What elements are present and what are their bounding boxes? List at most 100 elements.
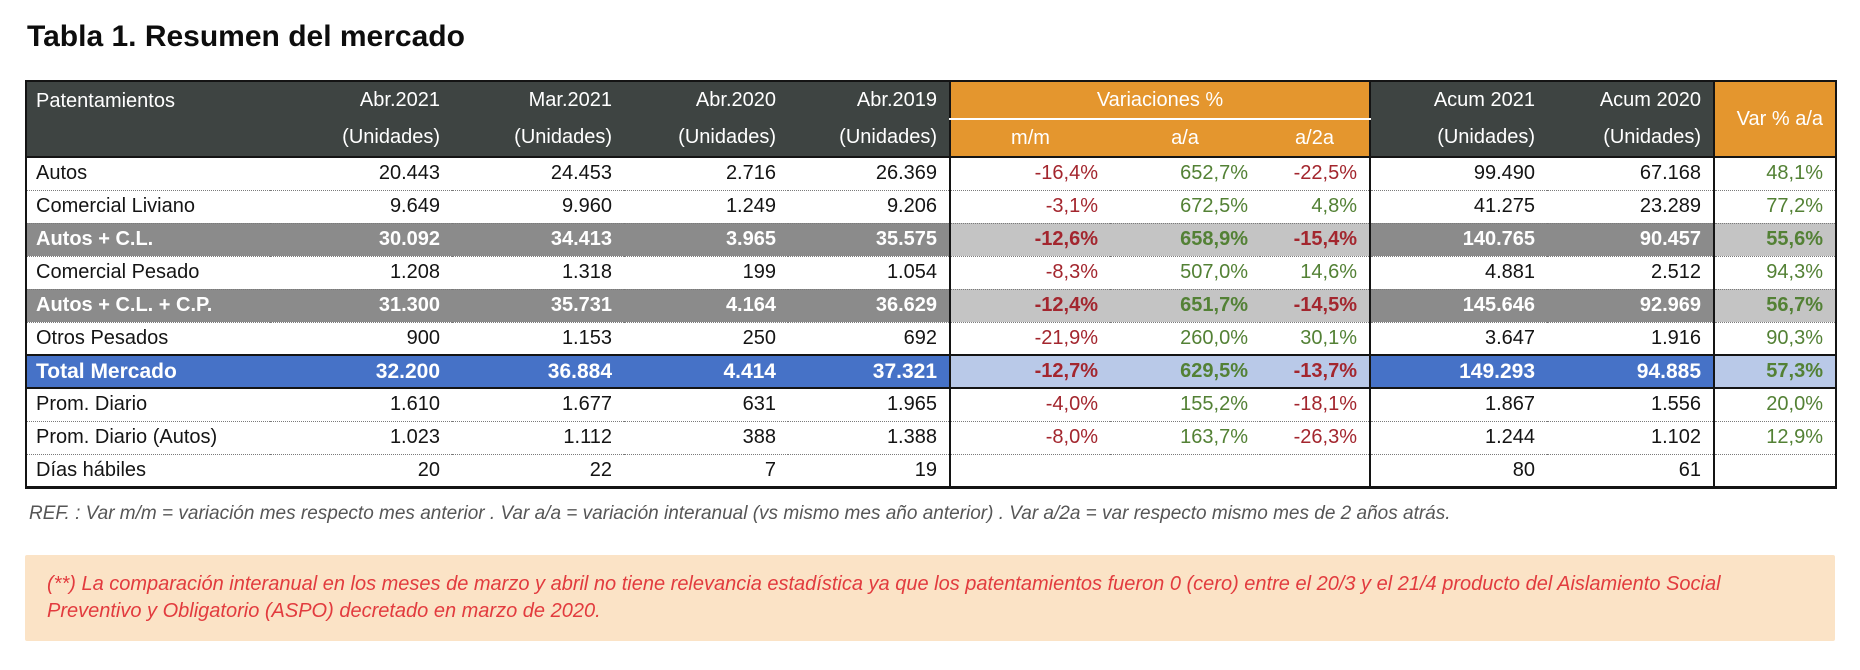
table-row: Prom. Diario (Autos) 1.023 1.112 388 1.388 -8… — [26, 421, 1837, 454]
warning-note-text: (**) La comparación interanual en los me… — [47, 572, 1721, 622]
cell-units: 199 — [624, 256, 788, 289]
header-acum-unit: (Unidades) — [1437, 126, 1536, 148]
cell-variation: 658,9% — [1110, 223, 1260, 256]
cell-variation: 163,7% — [1110, 421, 1260, 454]
cell-variation: 155,2% — [1110, 388, 1260, 421]
cell-variation — [1260, 454, 1371, 487]
cell-units: 37.321 — [788, 355, 950, 388]
cell-variation: 507,0% — [1110, 256, 1260, 289]
page-title: Tabla 1. Resumen del mercado — [27, 20, 465, 53]
row-label: Total Mercado — [26, 355, 270, 388]
table-body: Autos 20.443 24.453 2.716 26.369 -16,4% 652,7%… — [26, 157, 1837, 487]
row-label: Comercial Pesado — [26, 256, 270, 289]
cell-variation: 629,5% — [1110, 355, 1260, 388]
header-acum-name: Acum 2020 — [1599, 89, 1702, 111]
header-month-name: Abr.2020 — [695, 89, 776, 111]
cell-units: 9.960 — [452, 190, 624, 223]
cell-var-aa: 12,9% — [1713, 421, 1837, 454]
cell-var-aa: 56,7% — [1713, 289, 1837, 322]
table-row: Otros Pesados 900 1.153 250 692 -21,9% 260,0% 3… — [26, 322, 1837, 355]
header-month-unit: (Unidades) — [839, 126, 937, 148]
cell-units: 1.388 — [788, 421, 950, 454]
cell-units: 2.716 — [624, 157, 788, 190]
cell-acum: 94.885 — [1547, 355, 1715, 388]
cell-units: 1.677 — [452, 388, 624, 421]
cell-units: 692 — [788, 322, 950, 355]
cell-units: 1.208 — [270, 256, 452, 289]
cell-acum: 1.916 — [1547, 322, 1715, 355]
table-row: Prom. Diario 1.610 1.677 631 1.965 -4,0% 155,2… — [26, 388, 1837, 421]
cell-variation: -21,9% — [949, 322, 1110, 355]
cell-var-aa: 55,6% — [1713, 223, 1837, 256]
cell-units: 1.249 — [624, 190, 788, 223]
header-month-mar2021: Mar.2021 (Unidades) — [452, 81, 624, 157]
header-acum-2021: Acum 2021 (Unidades) — [1369, 81, 1548, 157]
header-acum-unit: (Unidades) — [1603, 126, 1702, 148]
cell-units: 250 — [624, 322, 788, 355]
row-label: Autos — [26, 157, 270, 190]
ref-note: REF. : Var m/m = variación mes respecto … — [29, 502, 1451, 524]
cell-units: 631 — [624, 388, 788, 421]
table-row: Autos + C.L. + C.P. 31.300 35.731 4.164 36.6… — [26, 289, 1837, 322]
header-acum-2020: Acum 2020 (Unidades) — [1547, 81, 1715, 157]
cell-units: 30.092 — [270, 223, 452, 256]
cell-variation: 672,5% — [1110, 190, 1260, 223]
header-variations-group: Variaciones % — [948, 81, 1371, 120]
cell-units: 1.965 — [788, 388, 950, 421]
cell-var-aa — [1713, 454, 1837, 487]
cell-units: 4.414 — [624, 355, 788, 388]
header-month-unit: (Unidades) — [514, 126, 612, 148]
table-row: Comercial Liviano 9.649 9.960 1.249 9.206 -3,… — [26, 190, 1837, 223]
row-label: Prom. Diario (Autos) — [26, 421, 270, 454]
cell-units: 1.054 — [788, 256, 950, 289]
cell-var-aa: 48,1% — [1713, 157, 1837, 190]
cell-acum: 90.457 — [1547, 223, 1715, 256]
table-row: Total Mercado 32.200 36.884 4.414 37.321 -12,… — [26, 355, 1837, 388]
cell-units: 19 — [788, 454, 950, 487]
cell-variation: 14,6% — [1260, 256, 1371, 289]
cell-variation — [1110, 454, 1260, 487]
cell-units: 36.629 — [788, 289, 950, 322]
row-label: Días hábiles — [26, 454, 270, 487]
cell-units: 7 — [624, 454, 788, 487]
cell-variation: -12,6% — [949, 223, 1110, 256]
cell-variation: -14,5% — [1260, 289, 1371, 322]
row-label: Otros Pesados — [26, 322, 270, 355]
cell-units: 35.731 — [452, 289, 624, 322]
cell-acum: 145.646 — [1369, 289, 1548, 322]
table-row: Comercial Pesado 1.208 1.318 199 1.054 -8,3% 5… — [26, 256, 1837, 289]
cell-units: 9.649 — [270, 190, 452, 223]
cell-variation: -12,7% — [949, 355, 1110, 388]
cell-units: 1.153 — [452, 322, 624, 355]
cell-acum: 99.490 — [1369, 157, 1548, 190]
cell-acum: 3.647 — [1369, 322, 1548, 355]
cell-variation: -15,4% — [1260, 223, 1371, 256]
cell-variation: -8,3% — [949, 256, 1110, 289]
cell-units: 3.965 — [624, 223, 788, 256]
cell-var-aa: 94,3% — [1713, 256, 1837, 289]
cell-units: 388 — [624, 421, 788, 454]
cell-units: 4.164 — [624, 289, 788, 322]
cell-variation: 260,0% — [1110, 322, 1260, 355]
cell-acum: 149.293 — [1369, 355, 1548, 388]
cell-variation: -3,1% — [949, 190, 1110, 223]
cell-units: 1.023 — [270, 421, 452, 454]
cell-units: 1.318 — [452, 256, 624, 289]
cell-acum: 1.867 — [1369, 388, 1548, 421]
warning-note: (**) La comparación interanual en los me… — [25, 554, 1835, 641]
cell-variation: -4,0% — [949, 388, 1110, 421]
cell-variation: -22,5% — [1260, 157, 1371, 190]
table-header: Patentamientos Abr.2021 (Unidades) Mar.2… — [26, 81, 1837, 157]
cell-acum: 80 — [1369, 454, 1548, 487]
cell-var-aa: 20,0% — [1713, 388, 1837, 421]
cell-acum: 41.275 — [1369, 190, 1548, 223]
row-label: Autos + C.L. — [26, 223, 270, 256]
row-label: Comercial Liviano — [26, 190, 270, 223]
cell-units: 9.206 — [788, 190, 950, 223]
cell-var-aa: 77,2% — [1713, 190, 1837, 223]
cell-units: 36.884 — [452, 355, 624, 388]
cell-units: 32.200 — [270, 355, 452, 388]
cell-acum: 1.244 — [1369, 421, 1548, 454]
cell-variation: -12,4% — [949, 289, 1110, 322]
